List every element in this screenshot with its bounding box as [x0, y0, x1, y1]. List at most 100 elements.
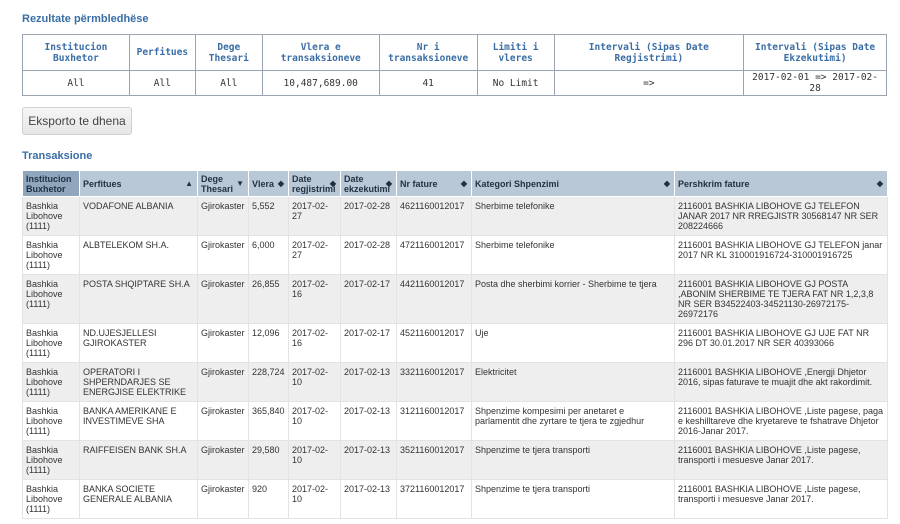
- table-cell: 3521160012017: [396, 440, 472, 480]
- table-row[interactable]: Bashkia Libohove (1111) RAIFFEISEN BANK S…: [22, 440, 888, 480]
- table-row[interactable]: Bashkia Libohove (1111) POSTA SHQIPTARE S…: [22, 274, 888, 324]
- summary-header: Intervali (Sipas Date Regjistrimi): [553, 34, 745, 71]
- table-cell: 5,552: [248, 196, 289, 236]
- column-header-label: Pershkrim fature: [678, 178, 750, 189]
- table-cell: BANKA SOCIETE GENERALE ALBANIA: [79, 479, 198, 519]
- sort-icon: ◆: [329, 178, 336, 188]
- table-cell: 2017-02-10: [288, 479, 341, 519]
- table-cell: Elektricitet: [471, 362, 675, 402]
- table-cell: Gjirokaster: [197, 235, 249, 275]
- column-header-institucion[interactable]: Institucion Buxhetor: [22, 170, 80, 197]
- table-cell: Uje: [471, 323, 675, 363]
- summary-header: Institucion Buxhetor: [22, 34, 130, 71]
- table-cell: Gjirokaster: [197, 196, 249, 236]
- table-cell: 4521160012017: [396, 323, 472, 363]
- table-cell: Bashkia Libohove (1111): [22, 196, 80, 236]
- sort-icon: ◆: [876, 178, 883, 188]
- export-data-button[interactable]: Eksporto te dhena: [22, 107, 132, 135]
- summary-value: =>: [553, 70, 745, 96]
- table-cell: Shpenzime te tjera transporti: [471, 440, 675, 480]
- table-row[interactable]: Bashkia Libohove (1111) BANKA SOCIETE GEN…: [22, 479, 888, 519]
- column-header-label: Date regjistrimi: [292, 173, 336, 194]
- table-cell: RAIFFEISEN BANK SH.A: [79, 440, 198, 480]
- table-cell: Sherbime telefonike: [471, 235, 675, 275]
- table-cell: Gjirokaster: [197, 479, 249, 519]
- table-cell: Gjirokaster: [197, 440, 249, 480]
- column-header-label: Vlera: [252, 178, 275, 189]
- column-header-nr-fature[interactable]: Nr fature ◆: [396, 170, 472, 197]
- table-cell: 2116001 BASHKIA LIBOHOVE ,Liste pagese, …: [674, 401, 888, 441]
- column-header-date-regjistrimi[interactable]: Date regjistrimi ◆: [288, 170, 341, 197]
- sort-icon: ◆: [663, 178, 670, 188]
- sort-icon: ◆: [277, 178, 284, 188]
- table-cell: 2116001 BASHKIA LIBOHOVE GJ POSTA ,ABONI…: [674, 274, 888, 324]
- table-cell: 2116001 BASHKIA LIBOHOVE ,Energji Dhjeto…: [674, 362, 888, 402]
- table-cell: Bashkia Libohove (1111): [22, 440, 80, 480]
- table-cell: BANKA AMERIKANE E INVESTIMEVE SHA: [79, 401, 198, 441]
- column-header-label: Institucion Buxhetor: [26, 173, 72, 194]
- summary-header: Vlera e transaksioneve: [261, 34, 380, 71]
- column-header-perfitues[interactable]: Perfitues ▲︎: [79, 170, 198, 197]
- sort-icon: ▲︎: [185, 178, 193, 188]
- table-cell: 26,855: [248, 274, 289, 324]
- column-header-kategori[interactable]: Kategori Shpenzimi ◆: [471, 170, 675, 197]
- column-header-date-ekzekutimi[interactable]: Date ekzekutimi ◆: [340, 170, 397, 197]
- table-row[interactable]: Bashkia Libohove (1111) ALBTELEKOM SH.A. G…: [22, 235, 888, 275]
- table-cell: Bashkia Libohove (1111): [22, 479, 80, 519]
- table-cell: 2017-02-13: [340, 401, 397, 441]
- table-row[interactable]: Bashkia Libohove (1111) BANKA AMERIKANE E…: [22, 401, 888, 441]
- table-cell: Gjirokaster: [197, 401, 249, 441]
- table-cell: 4621160012017: [396, 196, 472, 236]
- table-cell: Bashkia Libohove (1111): [22, 401, 80, 441]
- summary-value: 41: [378, 70, 478, 96]
- table-cell: 6,000: [248, 235, 289, 275]
- summary-value: All: [22, 70, 130, 96]
- sort-icon: ◆: [385, 178, 392, 188]
- table-cell: Bashkia Libohove (1111): [22, 274, 80, 324]
- table-cell: 4421160012017: [396, 274, 472, 324]
- transactions-table: Institucion Buxhetor Perfitues ▲︎ Dege Th…: [22, 170, 888, 519]
- summary-value: 2017-02-01 => 2017-02-28: [743, 70, 887, 96]
- table-cell: 29,580: [248, 440, 289, 480]
- table-row[interactable]: Bashkia Libohove (1111) ND.UJESJELLESI GJ…: [22, 323, 888, 363]
- table-cell: Gjirokaster: [197, 362, 249, 402]
- table-cell: 2017-02-17: [340, 323, 397, 363]
- table-cell: 3321160012017: [396, 362, 472, 402]
- table-cell: 2017-02-13: [340, 479, 397, 519]
- table-cell: 4721160012017: [396, 235, 472, 275]
- summary-table: Institucion Buxhetor Perfitues Dege Thes…: [22, 34, 887, 96]
- table-row[interactable]: Bashkia Libohove (1111) VODAFONE ALBANIA G…: [22, 196, 888, 236]
- summary-value: All: [194, 70, 263, 96]
- table-cell: 3121160012017: [396, 401, 472, 441]
- summary-value: All: [128, 70, 196, 96]
- table-cell: 2017-02-16: [288, 323, 341, 363]
- table-cell: 2116001 BASHKIA LIBOHOVE GJ TELEFON JANA…: [674, 196, 888, 236]
- table-cell: Gjirokaster: [197, 323, 249, 363]
- column-header-dege[interactable]: Dege Thesari ▼: [197, 170, 249, 197]
- transactions-title: Transaksione: [22, 150, 93, 162]
- table-cell: OPERATORI I SHPERNDARJES SE ENERGJISE EL…: [79, 362, 198, 402]
- column-header-vlera[interactable]: Vlera ◆: [248, 170, 289, 197]
- table-cell: 920: [248, 479, 289, 519]
- table-cell: Sherbime telefonike: [471, 196, 675, 236]
- table-cell: 2017-02-28: [340, 196, 397, 236]
- sort-desc-icon: ▼: [236, 178, 244, 188]
- table-cell: Shpenzime te tjera transporti: [471, 479, 675, 519]
- table-cell: Bashkia Libohove (1111): [22, 235, 80, 275]
- summary-header: Limiti i vleres: [476, 34, 555, 71]
- table-cell: 2017-02-10: [288, 440, 341, 480]
- table-row[interactable]: Bashkia Libohove (1111) OPERATORI I SHPER…: [22, 362, 888, 402]
- summary-value: No Limit: [476, 70, 555, 96]
- table-cell: Posta dhe sherbimi korrier - Sherbime te…: [471, 274, 675, 324]
- table-cell: 2017-02-28: [340, 235, 397, 275]
- column-header-pershkrim[interactable]: Pershkrim fature ◆: [674, 170, 888, 197]
- column-header-label: Kategori Shpenzimi: [475, 178, 560, 189]
- table-cell: ALBTELEKOM SH.A.: [79, 235, 198, 275]
- table-cell: Gjirokaster: [197, 274, 249, 324]
- table-cell: VODAFONE ALBANIA: [79, 196, 198, 236]
- table-cell: 2017-02-10: [288, 401, 341, 441]
- summary-value: 10,487,689.00: [261, 70, 380, 96]
- table-cell: 2017-02-27: [288, 235, 341, 275]
- column-header-label: Nr fature: [400, 178, 438, 189]
- column-header-label: Dege Thesari: [201, 173, 234, 194]
